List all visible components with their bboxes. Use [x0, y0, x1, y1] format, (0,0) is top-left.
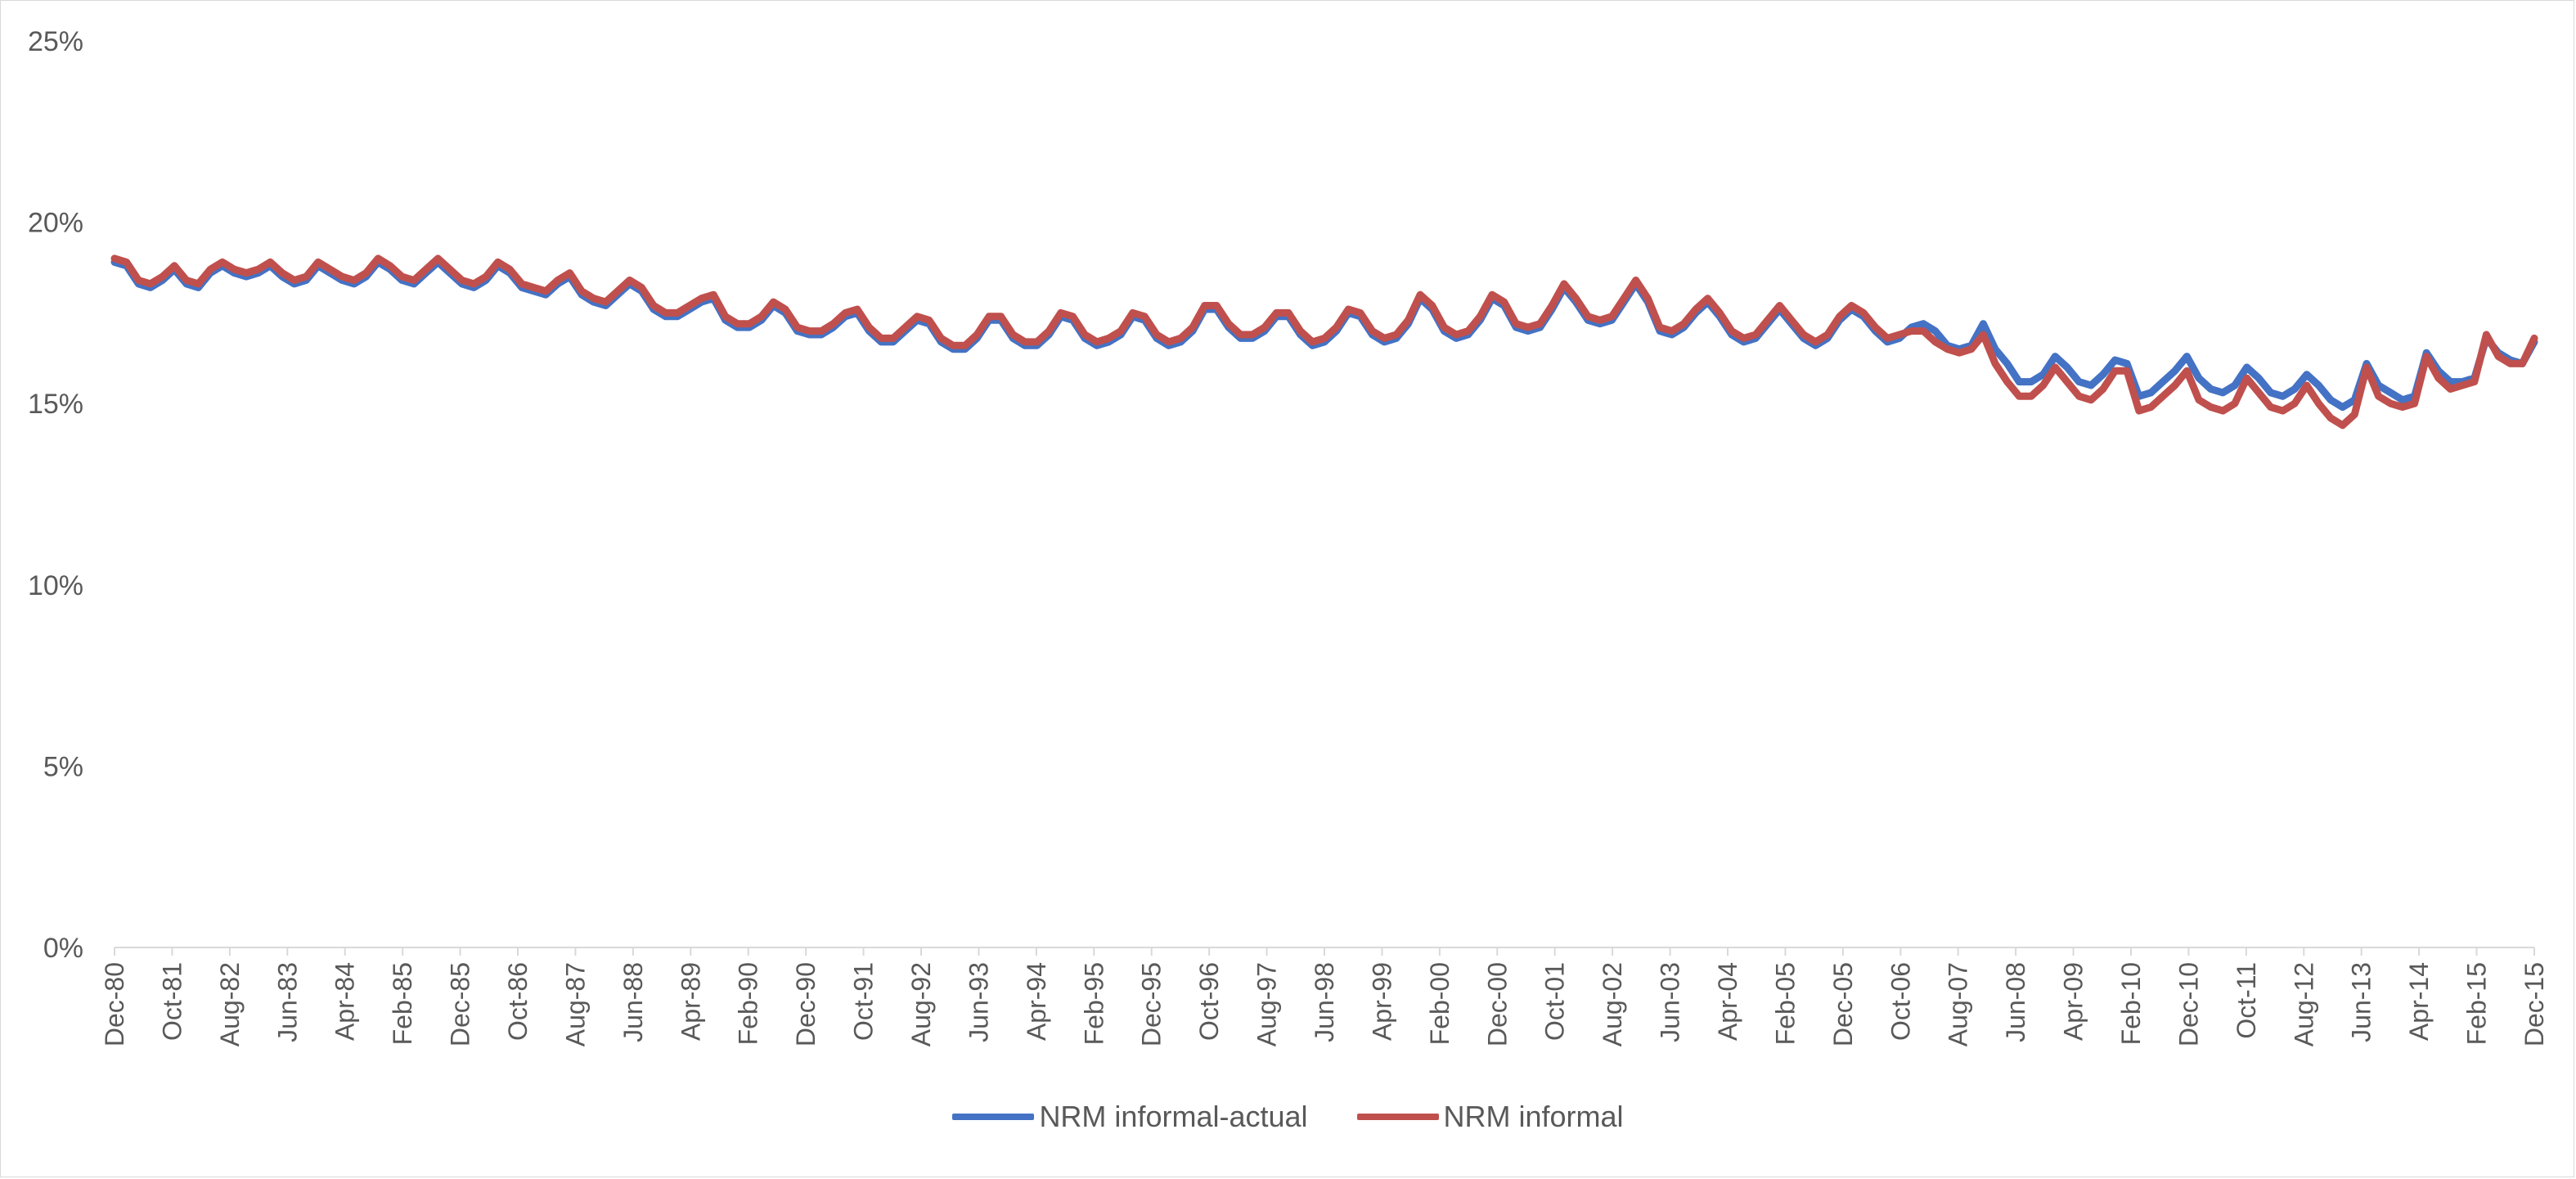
y-axis: 0% 5% 10% 15% 20% 25% [28, 26, 83, 964]
x-tick-label: Apr-89 [676, 962, 705, 1041]
x-tick-label: Jun-93 [964, 962, 993, 1042]
y-tick-label: 10% [28, 570, 83, 601]
legend-swatch-series-2 [1356, 1114, 1439, 1120]
x-tick-label: Feb-15 [2462, 962, 2492, 1045]
x-tick-label: Aug-97 [1252, 962, 1282, 1046]
legend-label-series-1: NRM informal-actual [1039, 1100, 1308, 1133]
x-tick-label: Jun-08 [2001, 962, 2030, 1042]
y-tick-label: 25% [28, 26, 83, 57]
x-tick-label: Oct-01 [1540, 962, 1570, 1041]
legend-swatch-series-1 [952, 1114, 1035, 1120]
x-tick-label: Apr-04 [1713, 962, 1742, 1041]
x-tick-label: Feb-90 [734, 962, 763, 1045]
x-tick-label: Dec-05 [1828, 962, 1858, 1046]
y-tick-label: 15% [28, 389, 83, 420]
x-tick-label: Feb-10 [2116, 962, 2146, 1045]
legend: NRM informal-actual NRM informal [0, 1100, 2576, 1134]
x-tick-label: Feb-00 [1425, 962, 1454, 1045]
x-tick-label: Oct-86 [503, 962, 533, 1041]
x-tick-label: Aug-07 [1944, 962, 1973, 1046]
x-axis: Dec-80 Oct-81 Aug-82 Jun-83 Apr-84 Feb-85 Dec-… [100, 947, 2549, 1046]
x-tick-label: Feb-05 [1770, 962, 1800, 1045]
x-tick-label: Dec-90 [791, 962, 820, 1046]
x-tick-label: Oct-91 [849, 962, 879, 1041]
x-tick-label: Jun-98 [1310, 962, 1339, 1042]
legend-label-series-2: NRM informal [1443, 1100, 1624, 1133]
x-tick-label: Dec-15 [2520, 962, 2549, 1046]
x-tick-label: Oct-06 [1886, 962, 1915, 1041]
x-tick-label: Dec-95 [1137, 962, 1167, 1046]
series-line-2 [110, 254, 2538, 430]
x-tick-label: Apr-94 [1022, 962, 1051, 1041]
y-tick-label: 5% [43, 751, 83, 782]
x-tick-label: Dec-80 [100, 962, 129, 1046]
x-tick-label: Jun-13 [2347, 962, 2376, 1042]
x-tick-label: Oct-81 [157, 962, 187, 1041]
x-tick-label: Feb-95 [1079, 962, 1108, 1045]
x-tick-label: Apr-84 [330, 962, 360, 1041]
x-tick-label: Feb-85 [388, 962, 417, 1045]
series-layer [110, 254, 2538, 430]
y-tick-label: 20% [28, 208, 83, 239]
x-tick-label: Apr-99 [1367, 962, 1396, 1041]
x-tick-label: Dec-00 [1482, 962, 1512, 1046]
x-tick-label: Apr-14 [2404, 962, 2434, 1041]
x-tick-label: Dec-85 [446, 962, 475, 1046]
x-tick-label: Apr-09 [2059, 962, 2088, 1041]
x-tick-label: Jun-88 [618, 962, 648, 1042]
x-tick-label: Jun-03 [1656, 962, 1685, 1042]
legend-item-series-1: NRM informal-actual [952, 1100, 1308, 1134]
x-tick-label: Aug-87 [560, 962, 590, 1046]
x-tick-label: Oct-11 [2232, 962, 2261, 1039]
x-tick-label: Aug-02 [1598, 962, 1627, 1046]
legend-item-series-2: NRM informal [1356, 1100, 1624, 1134]
x-tick-label: Aug-12 [2289, 962, 2318, 1046]
x-tick-label: Dec-10 [2174, 962, 2203, 1046]
x-tick-label: Aug-92 [906, 962, 936, 1046]
x-tick-label: Aug-82 [215, 962, 245, 1046]
x-tick-label: Oct-96 [1194, 962, 1224, 1041]
y-tick-label: 0% [43, 933, 83, 964]
x-tick-label: Jun-83 [272, 962, 302, 1042]
